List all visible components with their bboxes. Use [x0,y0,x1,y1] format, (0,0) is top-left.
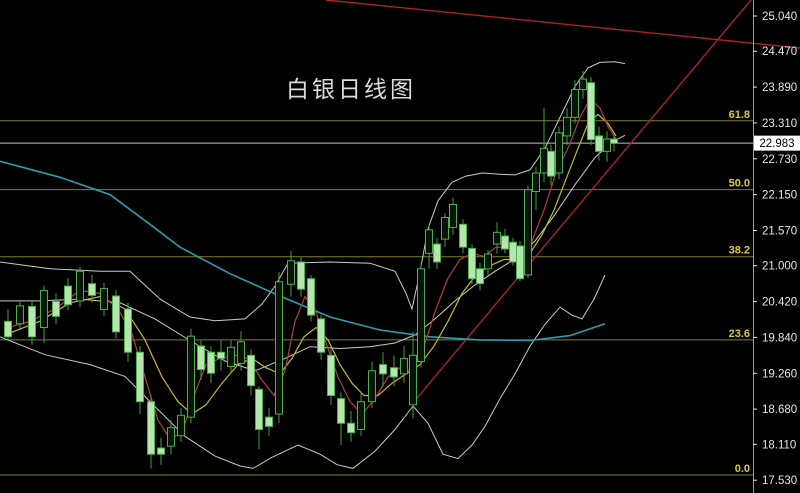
descending-resistance-trendline [325,0,800,49]
candle-body [390,367,398,378]
candle-body [547,150,555,177]
candle-body [76,270,84,302]
candle-body [40,289,48,329]
candle-body [476,268,484,285]
axis-tick-label: 18.110 [762,439,796,451]
candle-body [433,243,441,263]
candle-body [217,351,225,359]
candle-body [441,217,449,240]
candle-body [112,295,120,333]
axis-tick-label: 22.730 [762,154,797,166]
candle-body [52,301,60,317]
candle-body [207,351,215,374]
candle-body [16,305,24,325]
axis-tick-label: 19.840 [762,332,797,344]
candle-body [468,247,476,280]
current-price-tag: 22.983 [754,135,800,151]
candle-body [317,318,325,353]
candle-body [417,268,425,363]
candle-body [227,346,235,367]
candle-body [532,172,540,193]
price-tag-value: 22.983 [759,138,794,150]
candle-body [571,89,579,118]
axis-tick-label: 19.260 [762,368,797,380]
candle-body [484,253,492,270]
fib-label-61.8: 61.8 [729,109,750,121]
candle-body [255,388,263,431]
candle-body [247,354,255,387]
fib-label-0.0: 0.0 [735,463,750,475]
candle-body [157,447,165,455]
candle-body [275,281,283,415]
moving-averages [0,97,617,440]
axis-tick-label: 25.040 [762,11,797,23]
candle-body [287,260,295,285]
candle-body [409,354,417,406]
candle-body [501,235,509,250]
candle-body [64,285,72,306]
fibonacci-levels: 61.8 50.0 38.2 23.6 0.0 [0,109,753,476]
candle-body [177,414,185,437]
candle-body [4,320,12,338]
candle-body [449,204,457,228]
candle-body [509,241,517,263]
candle-body [540,147,548,174]
candle-body [563,116,571,137]
candle-body [28,306,36,338]
candle-body [337,398,345,424]
candle-body [136,351,144,403]
price-tag-background [754,135,800,151]
candle-body [595,135,603,152]
candle-body [357,401,365,431]
axis-tick-label: 20.420 [762,297,797,309]
chart-title: 白银日线图 [286,76,416,102]
candle-body [265,416,273,427]
candle-body [379,364,387,375]
candle-body [603,138,611,152]
price-axis[interactable]: 25.040 24.470 23.890 23.310 22.730 22.150 21.5… [753,0,797,493]
axis-tick-label: 21.570 [762,225,797,237]
fib-label-23.6: 23.6 [729,328,750,340]
candle-body [425,229,433,254]
axis-tick-label: 23.890 [762,82,797,94]
candle-body [493,231,501,245]
candle-body [100,288,108,311]
candle-body [297,261,305,290]
axis-tick-label: 23.310 [762,118,797,130]
candle-body [610,138,618,144]
candle-body [187,335,195,418]
candle-body [307,278,315,316]
candle-body [587,82,595,141]
candle-body [516,245,524,280]
axis-tick-label: 24.470 [762,46,797,58]
axis-tick-label: 17.530 [762,475,797,487]
candle-body [400,357,408,375]
fib-label-50.0: 50.0 [729,178,750,190]
ascending-support-trendline [411,0,752,405]
candle-body [524,189,532,276]
candle-body [579,78,587,91]
candle-body [555,132,563,174]
axis-tick-label: 22.150 [762,190,797,202]
candle-body [347,422,355,434]
bollinger-bands [0,61,626,469]
candle-body [368,370,376,403]
candles [4,71,618,469]
candle-body [167,427,175,447]
candle-body [237,341,245,364]
candle-body [124,308,132,353]
fib-label-38.2: 38.2 [729,245,750,257]
candle-body [197,345,205,371]
axis-tick-label: 21.000 [762,261,797,273]
candle-body [147,401,155,455]
axis-tick-label: 18.680 [762,404,797,416]
trendlines [325,0,800,405]
candle-body [327,354,335,397]
candle-body [88,283,96,296]
candle-body [459,223,467,248]
